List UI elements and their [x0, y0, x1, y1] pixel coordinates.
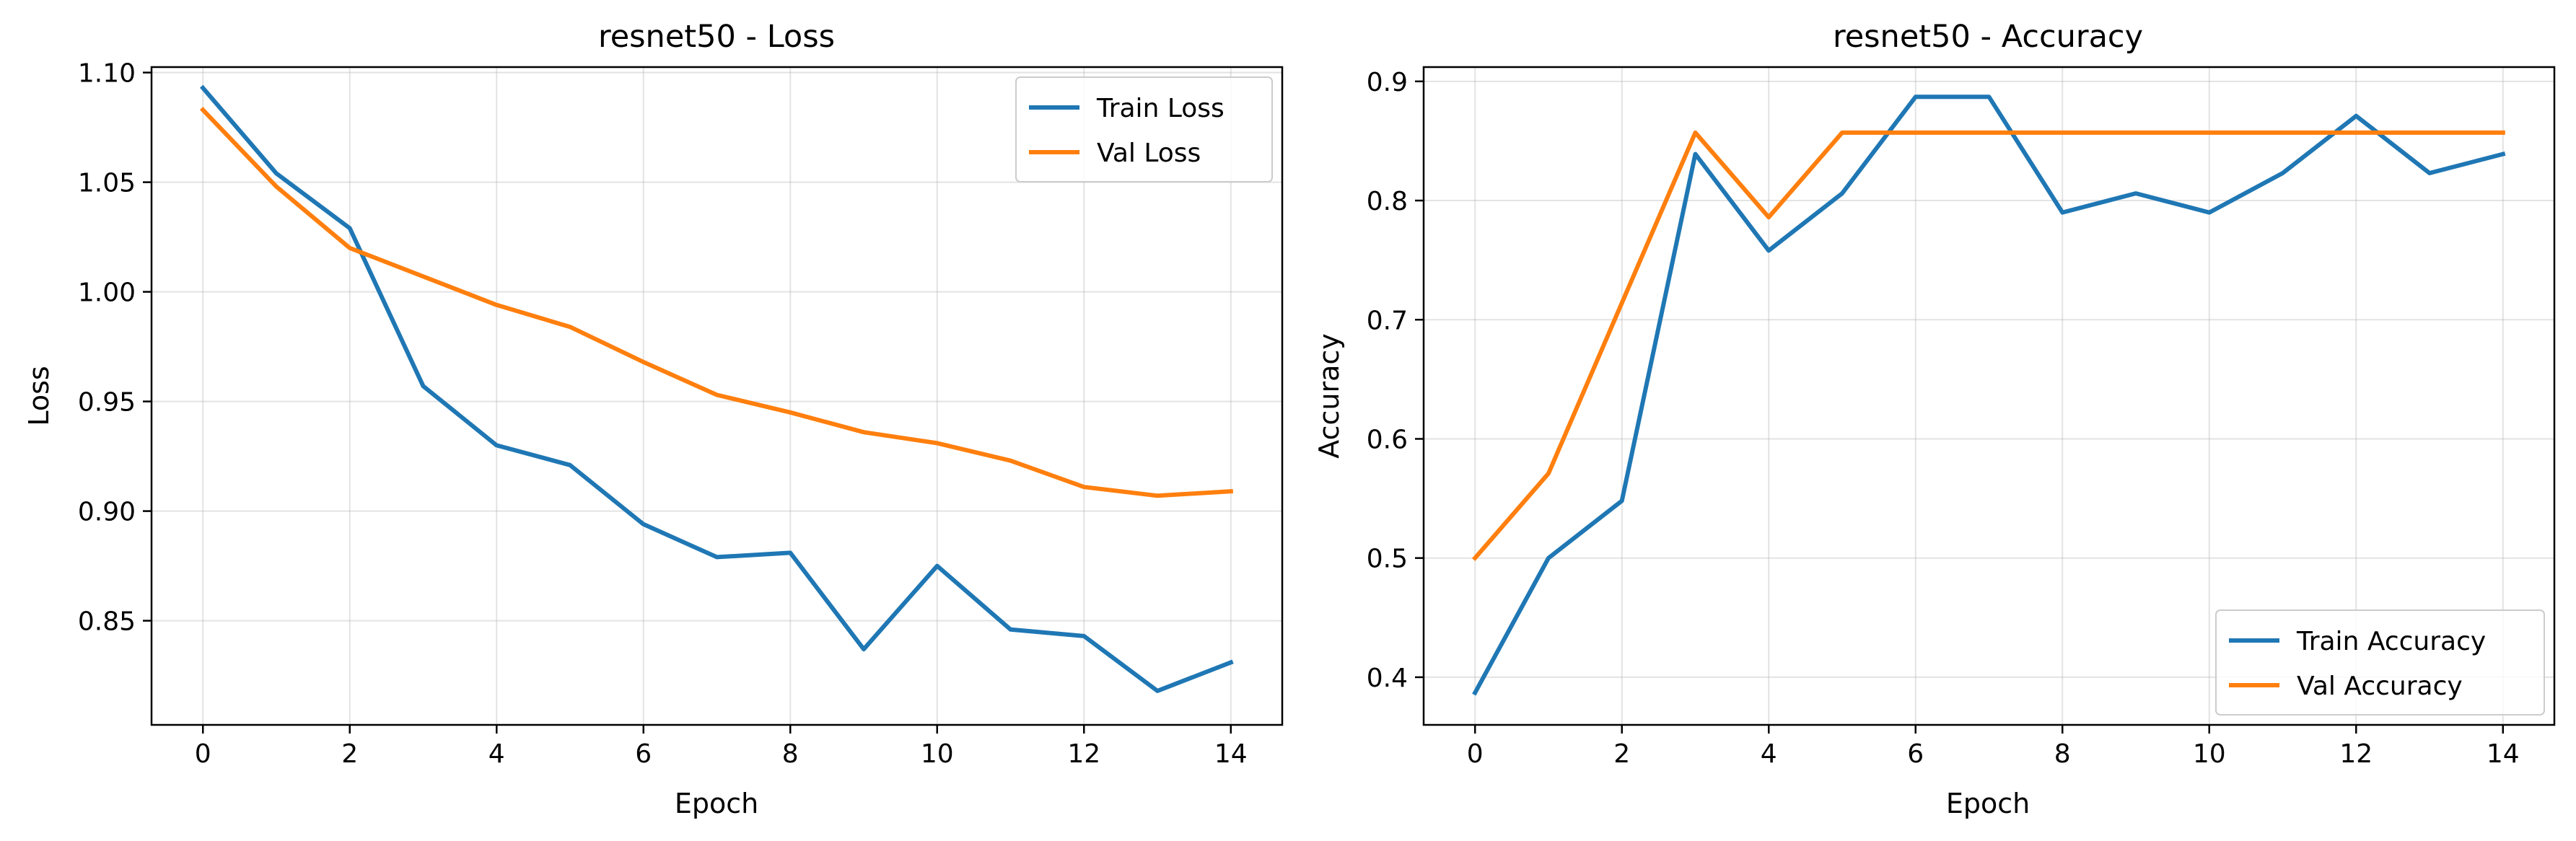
x-tick-label: 14: [1214, 739, 1248, 769]
loss-chart: resnet50 - Loss 0 2 4 6 8 10 12 14 0.85 0.90 0.95…: [23, 19, 1284, 819]
x-tick-label: 12: [2339, 739, 2373, 769]
y-tick-label: 0.5: [1367, 545, 1408, 574]
y-tick-label: 0.85: [78, 607, 136, 637]
x-tick-label: 2: [1613, 739, 1630, 769]
chart-title: resnet50 - Loss: [598, 19, 835, 55]
y-tick-label: 0.4: [1367, 664, 1408, 693]
y-tick-label: 0.9: [1367, 68, 1408, 97]
legend-frame: [2215, 609, 2545, 715]
y-tick-label: 0.8: [1367, 187, 1408, 216]
legend-label-val-accuracy: Val Accuracy: [2297, 672, 2463, 701]
x-tick-label: 14: [2487, 739, 2520, 769]
x-tick-label: 0: [195, 739, 211, 769]
y-tick-label: 0.7: [1367, 306, 1408, 335]
x-tick-label: 0: [1467, 739, 1484, 769]
y-tick-label: 0.90: [78, 498, 136, 527]
legend: Train Loss Val Loss: [1015, 76, 1273, 182]
legend-frame: [1015, 76, 1273, 182]
y-tick-label: 0.6: [1367, 425, 1408, 454]
x-tick-label: 6: [635, 739, 652, 769]
legend-label-train-loss: Train Loss: [1096, 94, 1225, 123]
legend-label-train-accuracy: Train Accuracy: [2296, 627, 2486, 656]
y-axis-label: Loss: [23, 366, 55, 426]
val-accuracy-line: [1471, 130, 2505, 561]
train-accuracy-line: [1472, 94, 2506, 696]
legend: Train Accuracy Val Accuracy: [2215, 609, 2545, 715]
x-tick-label: 4: [1761, 739, 1777, 769]
x-tick-label: 8: [782, 739, 799, 769]
y-tick-label: 1.10: [78, 59, 136, 89]
y-tick-label: 1.00: [78, 278, 136, 308]
y-tick-label: 0.95: [78, 388, 136, 418]
x-tick-label: 10: [2193, 739, 2226, 769]
x-axis-label: Epoch: [1946, 788, 2030, 819]
x-tick-label: 8: [2054, 739, 2071, 769]
y-tick-label: 1.05: [78, 169, 136, 198]
plot-frame: [150, 66, 1284, 726]
x-tick-label: 4: [489, 739, 505, 769]
x-tick-label: 10: [921, 739, 954, 769]
legend-label-val-loss: Val Loss: [1097, 138, 1201, 168]
x-tick-label: 12: [1067, 739, 1100, 769]
val-loss-line: [199, 107, 1233, 498]
accuracy-chart: resnet50 - Accuracy 0 2 4 6 8 10 12 14 0.4 0.5 0.…: [1313, 19, 2556, 819]
chart-title: resnet50 - Accuracy: [1833, 19, 2143, 55]
x-axis-label: Epoch: [675, 788, 758, 819]
x-tick-label: 2: [341, 739, 358, 769]
plot-frame: [1422, 66, 2556, 726]
train-loss-line: [199, 84, 1234, 693]
y-axis-label: Accuracy: [1313, 333, 1345, 459]
x-tick-label: 6: [1907, 739, 1924, 769]
